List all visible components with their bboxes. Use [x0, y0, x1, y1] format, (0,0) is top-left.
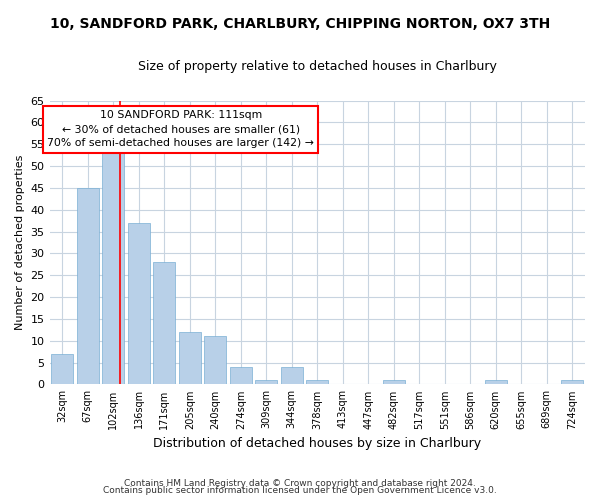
Bar	[281, 367, 302, 384]
Bar	[230, 367, 251, 384]
Bar	[103, 153, 124, 384]
Text: 10, SANDFORD PARK, CHARLBURY, CHIPPING NORTON, OX7 3TH: 10, SANDFORD PARK, CHARLBURY, CHIPPING N…	[50, 18, 550, 32]
Bar	[179, 332, 200, 384]
Bar	[256, 380, 277, 384]
Text: Contains public sector information licensed under the Open Government Licence v3: Contains public sector information licen…	[103, 486, 497, 495]
Text: 10 SANDFORD PARK: 111sqm  
← 30% of detached houses are smaller (61)
70% of semi: 10 SANDFORD PARK: 111sqm ← 30% of detach…	[47, 110, 314, 148]
Bar	[52, 354, 73, 384]
Y-axis label: Number of detached properties: Number of detached properties	[15, 155, 25, 330]
Bar	[77, 188, 98, 384]
Bar	[562, 380, 583, 384]
Text: Contains HM Land Registry data © Crown copyright and database right 2024.: Contains HM Land Registry data © Crown c…	[124, 478, 476, 488]
Bar	[154, 262, 175, 384]
Bar	[485, 380, 506, 384]
Bar	[205, 336, 226, 384]
X-axis label: Distribution of detached houses by size in Charlbury: Distribution of detached houses by size …	[153, 437, 481, 450]
Bar	[128, 223, 149, 384]
Bar	[383, 380, 404, 384]
Title: Size of property relative to detached houses in Charlbury: Size of property relative to detached ho…	[138, 60, 497, 73]
Bar	[307, 380, 328, 384]
